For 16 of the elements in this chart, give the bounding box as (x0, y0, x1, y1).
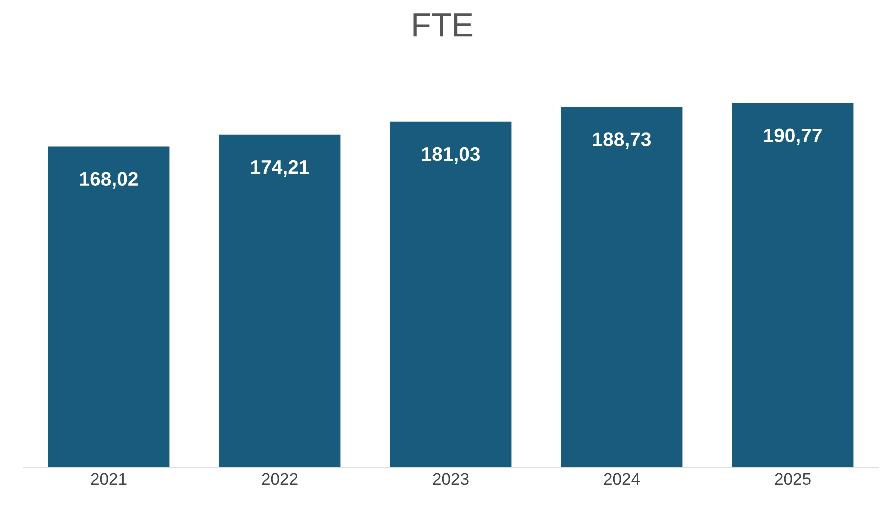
bar (390, 122, 512, 468)
x-tick-label: 2024 (604, 473, 640, 486)
chart-title: FTE (414, 14, 473, 37)
data-label: 181,03 (422, 147, 480, 164)
x-tick-label: 2025 (775, 473, 811, 486)
data-label: 190,77 (764, 128, 822, 146)
x-tick-label: 2022 (262, 473, 298, 486)
data-label: 174,21 (251, 160, 310, 178)
bar (48, 146, 170, 468)
bar (219, 134, 341, 468)
x-tick-label: 2023 (433, 473, 469, 486)
data-label: 168,02 (80, 172, 138, 189)
x-tick-label: 2021 (91, 473, 127, 486)
bar (561, 107, 683, 468)
data-label: 188,73 (593, 132, 652, 150)
bar (732, 103, 854, 468)
